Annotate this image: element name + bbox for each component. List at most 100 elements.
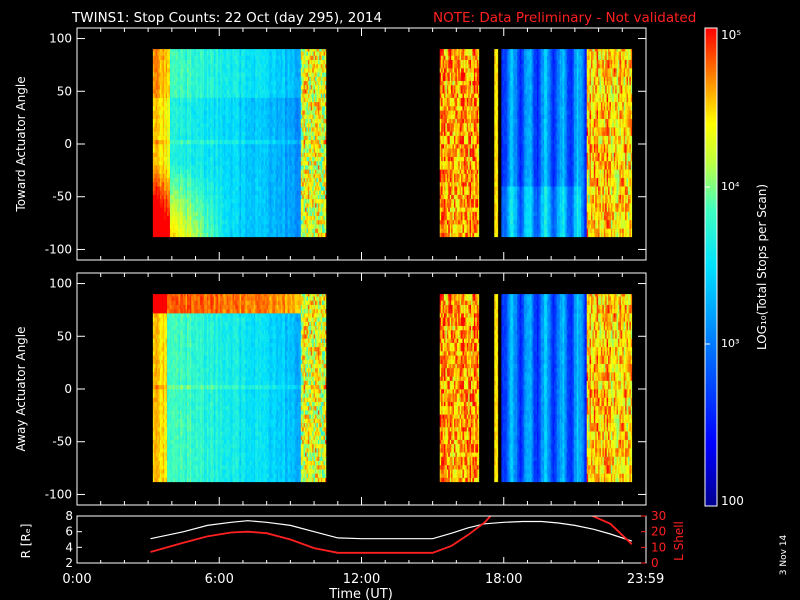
heatmap-cell (256, 72, 259, 77)
heatmap-cell (168, 59, 171, 65)
heatmap-cell (161, 160, 164, 166)
heatmap-cell (177, 165, 179, 170)
heatmap-cell (187, 160, 189, 166)
heatmap-cell (175, 181, 178, 187)
heatmap-cell (212, 152, 215, 157)
heatmap-cell (236, 232, 239, 238)
heatmap-cell (196, 97, 199, 103)
heatmap-cell (196, 228, 199, 233)
heatmap-cell (202, 101, 205, 107)
heatmap-cell (201, 228, 203, 233)
heatmap-cell (177, 72, 179, 77)
heatmap-cell (154, 186, 157, 191)
heatmap-cell (302, 215, 304, 221)
heatmap-cell (168, 215, 171, 221)
heatmap-cell (270, 181, 273, 187)
heatmap-cell (226, 198, 229, 204)
heatmap-cell (232, 224, 235, 229)
heatmap-cell (255, 152, 258, 157)
heatmap-cell (249, 190, 252, 195)
heatmap-cell (202, 224, 205, 229)
heatmap-cell (239, 190, 242, 195)
heatmap-cell (306, 59, 309, 65)
heatmap-cell (164, 106, 166, 111)
heatmap-cell (239, 89, 242, 94)
heatmap-cell (303, 177, 306, 183)
heatmap-cell (221, 232, 223, 238)
heatmap-cell (199, 51, 202, 56)
heatmap-cell (164, 139, 166, 145)
heatmap-cell (201, 122, 203, 128)
heatmap-cell (232, 190, 235, 195)
heatmap-cell (175, 114, 178, 119)
heatmap-cell (185, 207, 188, 212)
heatmap-cell (172, 219, 175, 225)
heatmap-cell (152, 194, 155, 200)
heatmap-cell (178, 203, 181, 208)
heatmap-cell (268, 59, 270, 65)
heatmap-cell (222, 211, 225, 217)
heatmap-cell (194, 131, 196, 136)
heatmap-cell (279, 148, 282, 153)
heatmap-cell (214, 127, 216, 132)
heatmap-cell (296, 173, 299, 179)
heatmap-cell (307, 152, 310, 157)
heatmap-cell (303, 203, 306, 208)
heatmap-cell (238, 59, 240, 65)
heatmap-cell (246, 72, 249, 77)
heatmap-cell (168, 198, 171, 204)
heatmap-cell (279, 173, 282, 179)
heatmap-cell (249, 148, 252, 153)
heatmap-cell (262, 169, 265, 174)
heatmap-cell (268, 181, 270, 187)
heatmap-cell (288, 110, 290, 115)
heatmap-cell (282, 110, 285, 115)
heatmap-cell (157, 190, 159, 195)
heatmap-cell (195, 122, 198, 128)
heatmap-cell (302, 106, 304, 111)
heatmap-cell (194, 198, 196, 204)
heatmap-cell (206, 203, 209, 208)
heatmap-cell (283, 228, 286, 233)
heatmap-cell (307, 131, 310, 136)
heatmap-cell (169, 173, 172, 179)
heatmap-cell (225, 194, 228, 200)
heatmap-cell (280, 135, 283, 141)
heatmap-cell (249, 122, 252, 128)
heatmap-cell (226, 148, 229, 153)
heatmap-cell (229, 80, 232, 86)
heatmap-cell (205, 232, 208, 238)
heatmap-cell (302, 148, 304, 153)
heatmap-cell (195, 148, 198, 153)
heatmap-cell (171, 169, 174, 174)
heatmap-cell (290, 114, 293, 119)
heatmap-cell (223, 152, 226, 157)
heatmap-cell (233, 63, 236, 69)
heatmap-cell (184, 80, 186, 86)
heatmap-cell (199, 76, 202, 82)
heatmap-cell (273, 135, 276, 141)
heatmap-cell (269, 228, 272, 233)
heatmap-cell (169, 84, 172, 90)
heatmap-cell (189, 160, 192, 166)
heatmap-cell (242, 165, 245, 170)
heatmap-cell (268, 207, 270, 212)
heatmap-cell (307, 68, 310, 73)
heatmap-cell (206, 156, 209, 162)
heatmap-cell (263, 68, 266, 73)
heatmap-cell (179, 165, 182, 170)
heatmap-cell (266, 165, 269, 170)
heatmap-cell (272, 131, 275, 136)
heatmap-cell (299, 207, 302, 212)
heatmap-cell (174, 114, 176, 119)
heatmap-cell (216, 135, 219, 141)
heatmap-cell (280, 89, 283, 94)
heatmap-cell (242, 63, 245, 69)
heatmap-cell (252, 84, 255, 90)
heatmap-cell (279, 169, 282, 174)
heatmap-cell (243, 156, 246, 162)
heatmap-cell (187, 190, 189, 195)
heatmap-cell (219, 118, 222, 124)
heatmap-cell (260, 224, 263, 229)
heatmap-cell (221, 190, 223, 195)
